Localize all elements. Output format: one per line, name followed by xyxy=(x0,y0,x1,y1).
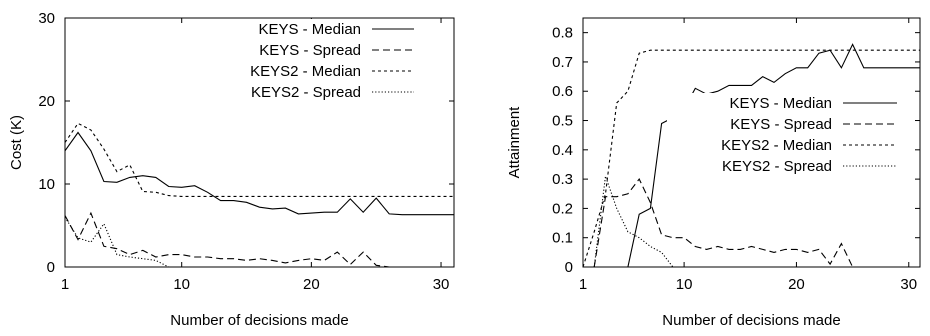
y-axis-label: Cost (K) xyxy=(8,115,25,170)
legend-label: KEYS - Spread xyxy=(730,116,832,133)
y-tick-label: 0.2 xyxy=(552,200,573,217)
series-line-2 xyxy=(593,178,854,268)
y-tick-label: 0.5 xyxy=(552,113,573,130)
series-line-2 xyxy=(64,211,390,268)
legend-label: KEYS - Median xyxy=(729,95,832,112)
series-line-3 xyxy=(64,122,454,197)
y-tick-label: 0.6 xyxy=(552,83,573,100)
y-axis-label: Attainment xyxy=(506,106,523,179)
plot-frame xyxy=(582,17,921,268)
y-tick-label: 0 xyxy=(47,259,55,276)
x-tick-label: 30 xyxy=(433,276,450,293)
legend-label: KEYS2 - Spread xyxy=(722,158,832,175)
y-tick-label: 0 xyxy=(565,259,573,276)
x-tick-label: 20 xyxy=(303,276,320,293)
series-line-1 xyxy=(64,131,454,216)
x-axis-label: Number of decisions made xyxy=(662,312,840,329)
x-tick-label: 30 xyxy=(900,276,917,293)
series-line-4 xyxy=(64,216,169,268)
y-tick-label: 0.3 xyxy=(552,171,573,188)
legend-label: KEYS - Spread xyxy=(259,42,361,59)
legend-label: KEYS2 - Median xyxy=(721,137,832,154)
x-tick-label: 10 xyxy=(173,276,190,293)
legend-label: KEYS2 - Median xyxy=(250,63,361,80)
y-tick-label: 20 xyxy=(38,93,55,110)
x-tick-label: 20 xyxy=(788,276,805,293)
series-line-4 xyxy=(593,176,674,268)
y-tick-label: 0.4 xyxy=(552,142,573,159)
y-tick-label: 0.7 xyxy=(552,54,573,71)
chart-1: 1 10 20 30 0 10 20 30 Number of decisions made Co… xyxy=(8,10,455,329)
legend-label: KEYS - Median xyxy=(258,21,361,38)
y-tick-label: 0.8 xyxy=(552,25,573,42)
x-tick-label: 10 xyxy=(676,276,693,293)
y-tick-label: 0.1 xyxy=(552,230,573,247)
y-tick-label: 10 xyxy=(38,176,55,193)
legend-background xyxy=(667,93,904,183)
x-tick-label: 1 xyxy=(579,276,587,293)
x-axis-label: Number of decisions made xyxy=(170,312,348,329)
series-line-3 xyxy=(582,49,920,268)
legend-background xyxy=(196,19,421,109)
x-tick-label: 1 xyxy=(61,276,69,293)
chart-2: 1 10 20 30 0 0.1 0.2 0.3 0.4 0.5 0.6 0.7 0.8 Number o… xyxy=(506,17,921,329)
legend-label: KEYS2 - Spread xyxy=(251,84,361,101)
y-tick-label: 30 xyxy=(38,10,55,27)
